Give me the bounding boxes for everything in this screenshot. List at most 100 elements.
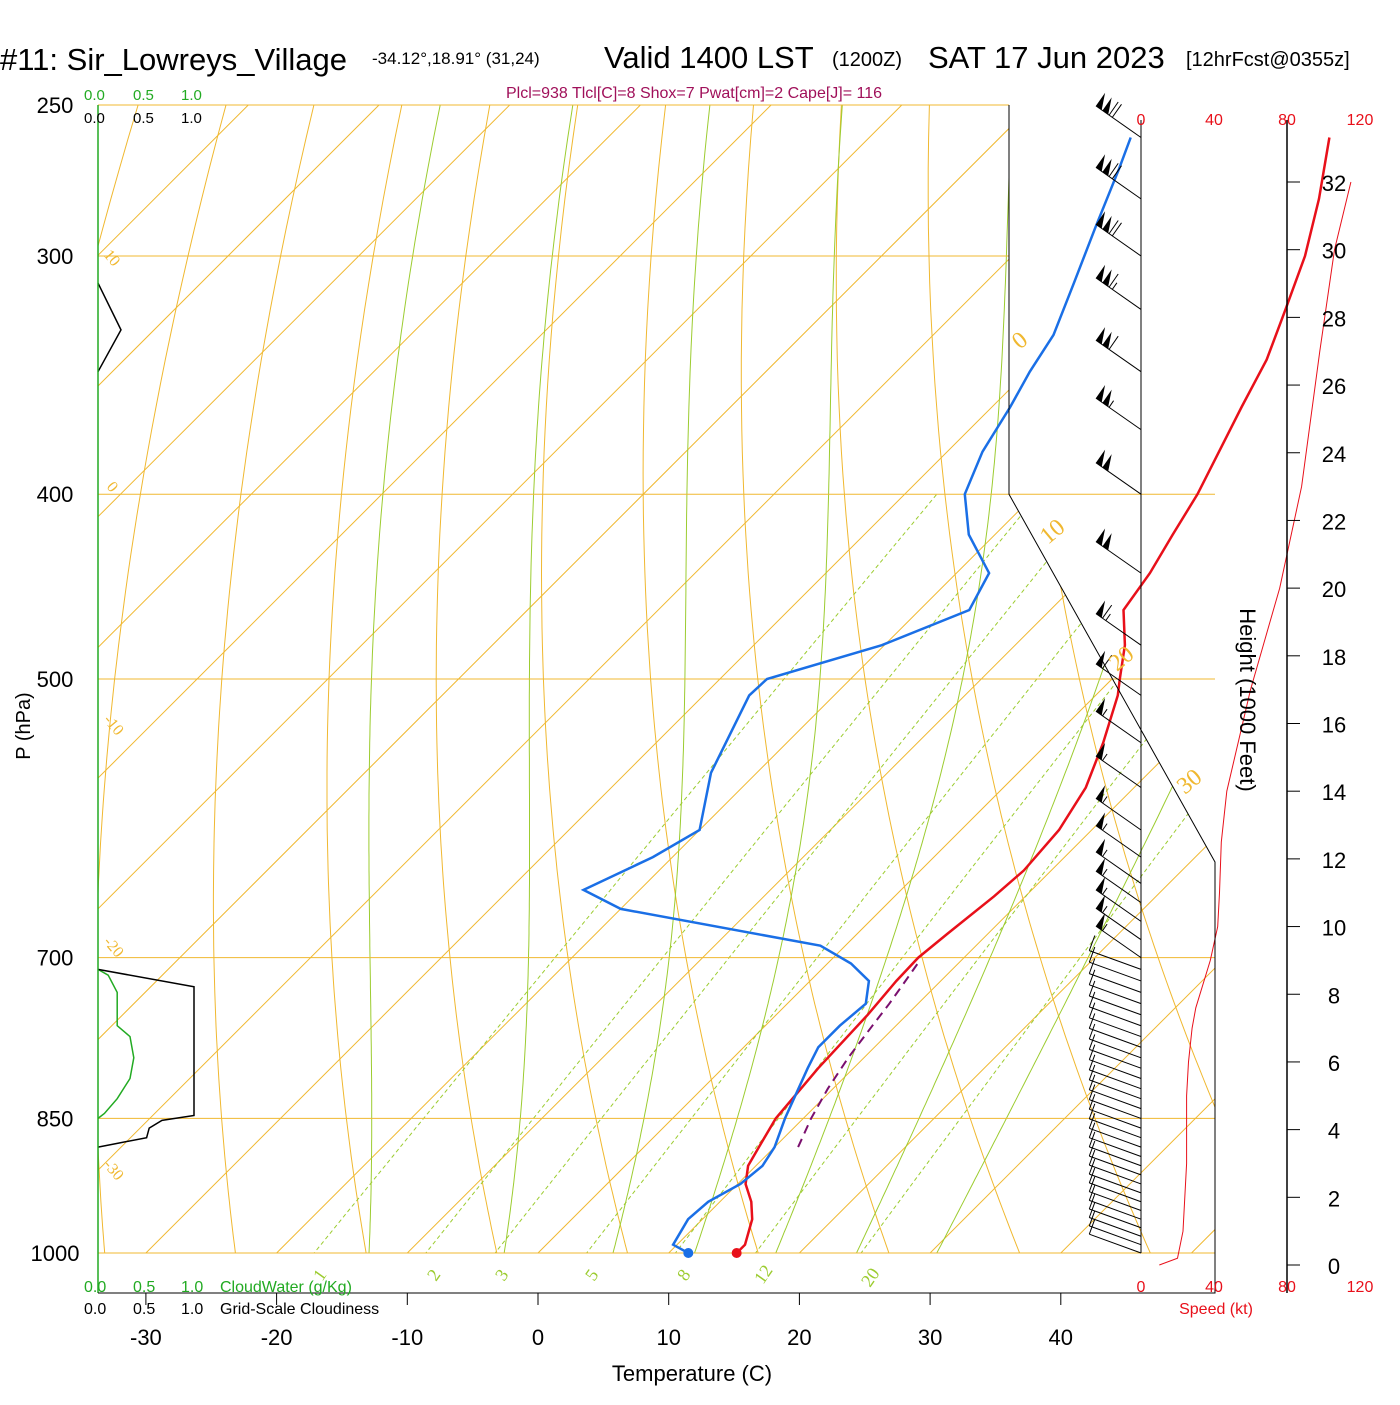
speed-tick-top-1: 40 — [1205, 112, 1223, 129]
dry-adiabat-0 — [98, 105, 149, 1253]
wind-barb-19 — [1088, 1044, 1142, 1079]
height-tick-label-10: 20 — [1322, 577, 1346, 602]
mixing-ratio-6 — [830, 493, 1215, 1253]
moist-adiabat-0 — [366, 105, 445, 1253]
wind-barb-28 — [1088, 946, 1142, 982]
dry-adiabat-label-1: 0 — [103, 479, 121, 496]
isotherm-m80 — [98, 105, 675, 1253]
cloudiness-tick-top-1: 0.5 — [133, 110, 154, 127]
mixing-ratio-5 — [724, 493, 1215, 1253]
isotherm-label-1: 10 — [1035, 514, 1070, 549]
moist-adiabat-6 — [915, 105, 1215, 1253]
isotherm-m30 — [105, 105, 1215, 1253]
wind-barb-33 — [1095, 858, 1142, 904]
moist-adiabat-3 — [680, 105, 845, 1253]
wind-barb-37 — [1095, 742, 1142, 788]
surface-temperature-dot — [731, 1248, 742, 1258]
isotherm-m50 — [98, 105, 1067, 1253]
speed-tick-top-2: 80 — [1278, 112, 1296, 129]
height-tick-label-2: 4 — [1328, 1119, 1340, 1144]
speed-tick-bottom-0: 0 — [1137, 1279, 1146, 1296]
wind-barb-22 — [1088, 1013, 1142, 1048]
mixing-ratio-3 — [554, 493, 1185, 1253]
isotherm-m70 — [98, 105, 806, 1253]
x-tick-label-2: -10 — [391, 1325, 423, 1350]
y-tick-label-5: 850 — [37, 1106, 74, 1131]
wind-barb-20 — [1088, 1034, 1142, 1069]
height-tick-label-7: 14 — [1322, 780, 1346, 805]
wind-barb-45 — [1095, 264, 1142, 310]
moist-adiabat-1 — [497, 105, 576, 1253]
wind-barb-23 — [1088, 1002, 1142, 1038]
height-tick-label-9: 18 — [1322, 645, 1346, 670]
dry-adiabat-2 — [212, 105, 323, 1253]
forecast-label: [12hrFcst@0355z] — [1186, 49, 1350, 71]
cloudwater-profile — [97, 968, 135, 1119]
wind-barb-10 — [1088, 1131, 1142, 1167]
wind-barb-32 — [1095, 876, 1142, 922]
wind-barb-29 — [1088, 935, 1142, 970]
wind-barb-30 — [1095, 913, 1142, 959]
isotherm-m60 — [98, 105, 936, 1253]
height-tick-label-3: 6 — [1328, 1051, 1340, 1076]
wind-barb-27 — [1088, 958, 1142, 993]
plot-frame — [98, 105, 1216, 1294]
speed-axis-title: Speed (kt) — [1179, 1301, 1253, 1318]
mixing-ratio-label-5: 12 — [750, 1261, 777, 1287]
isotherm-m100 — [98, 105, 414, 1253]
wind-barb-46 — [1095, 211, 1142, 257]
moist-adiabat-4 — [758, 105, 1013, 1253]
valid-time: Valid 1400 LST — [604, 40, 814, 75]
height-tick-label-5: 10 — [1322, 916, 1346, 941]
valid-date: SAT 17 Jun 2023 — [928, 40, 1165, 75]
speed-tick-bottom-3: 120 — [1347, 1279, 1374, 1296]
x-tick-label-7: 40 — [1049, 1325, 1073, 1350]
wind-barb-44 — [1095, 327, 1142, 373]
y-tick-label-6: 1000 — [31, 1241, 80, 1266]
height-tick-label-12: 24 — [1322, 442, 1346, 467]
wind-barb-0 — [1088, 1219, 1142, 1254]
y-tick-label-0: 250 — [37, 93, 74, 118]
wind-barb-42 — [1095, 449, 1142, 495]
wind-barb-13 — [1088, 1103, 1142, 1139]
height-tick-label-8: 16 — [1322, 713, 1346, 738]
wind-barb-47 — [1095, 154, 1142, 200]
x-tick-label-1: -20 — [261, 1325, 293, 1350]
wind-barb-9 — [1088, 1140, 1142, 1176]
isotherm-m90 — [98, 105, 544, 1253]
surface-dewpoint-dot — [683, 1248, 694, 1258]
moist-adiabat-2 — [601, 105, 713, 1253]
cloudwater-tick-top-1: 0.5 — [133, 87, 154, 104]
height-tick-label-0: 0 — [1328, 1254, 1340, 1279]
wind-barb-40 — [1095, 600, 1142, 646]
cloudiness-tick-top-0: 0.0 — [84, 110, 105, 127]
wind-barb-14 — [1088, 1094, 1142, 1129]
x-tick-label-3: 0 — [532, 1325, 544, 1350]
wind-barb-17 — [1088, 1064, 1142, 1100]
cloudwater-tick-bottom-1: 0.5 — [133, 1279, 155, 1296]
speed-tick-bottom-2: 80 — [1278, 1279, 1296, 1296]
wind-barb-15 — [1088, 1084, 1142, 1119]
y-tick-label-4: 700 — [37, 946, 74, 971]
mixing-ratio-4 — [644, 493, 1215, 1253]
dry-adiabat-5 — [540, 105, 639, 1253]
wind-barb-41 — [1095, 528, 1142, 574]
dry-adiabat-14 — [1365, 71, 1400, 1293]
wind-barb-38 — [1095, 698, 1142, 744]
mixing-ratio-label-1: 2 — [423, 1265, 445, 1284]
x-tick-label-6: 30 — [918, 1325, 942, 1350]
wind-barb-18 — [1088, 1054, 1142, 1090]
x-axis-title: Temperature (C) — [612, 1361, 772, 1386]
mixing-ratio-1 — [393, 493, 1039, 1253]
wind-barb-43 — [1095, 385, 1142, 431]
isotherm-10 — [627, 105, 1215, 1253]
height-tick-label-11: 22 — [1322, 509, 1346, 534]
wind-barb-5 — [1088, 1176, 1142, 1211]
isotherm-m40 — [98, 105, 1198, 1253]
wind-barb-26 — [1088, 969, 1142, 1005]
y-tick-label-2: 400 — [37, 482, 74, 507]
height-tick-label-1: 2 — [1328, 1186, 1340, 1211]
wind-barb-25 — [1088, 980, 1142, 1016]
y-tick-label-3: 500 — [37, 667, 74, 692]
